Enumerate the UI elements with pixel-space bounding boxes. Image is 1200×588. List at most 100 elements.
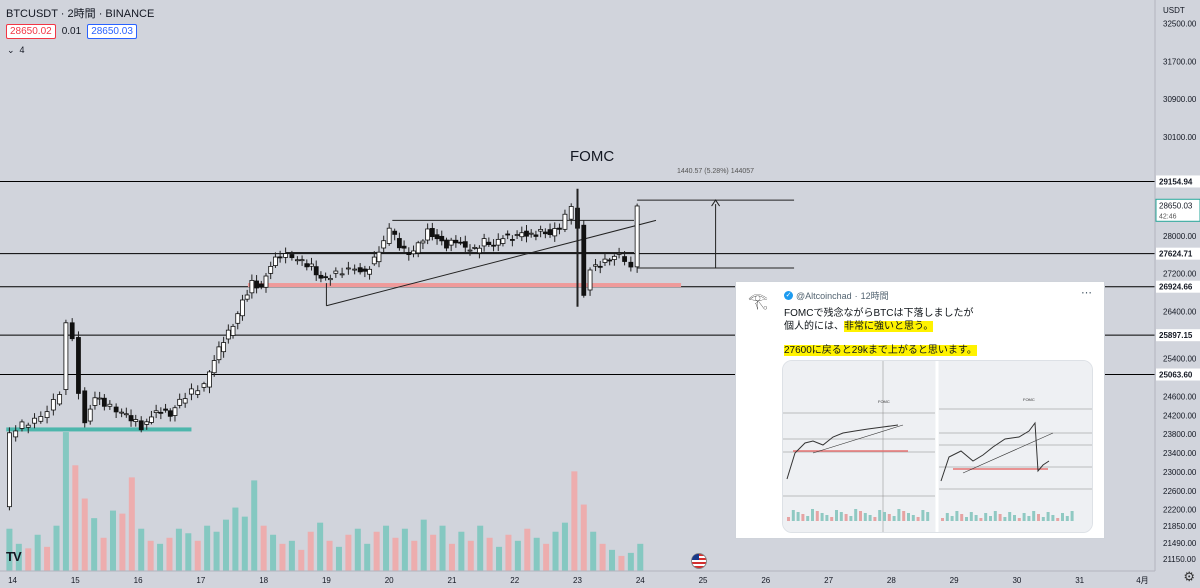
candle-body-24-0 (225, 329, 231, 340)
thumb-right-vol-25 (1061, 513, 1064, 521)
tweet-handle[interactable]: @Altcoinchad (796, 290, 852, 301)
candle-body-9-0 (82, 390, 88, 424)
more-options-icon[interactable]: ⋯ (1081, 287, 1092, 299)
candle-body-52-0 (495, 238, 501, 246)
volume-bar-7 (72, 465, 79, 571)
candle-body-58-1 (557, 227, 562, 230)
thumb-right-vol-22 (1046, 512, 1050, 521)
spread-value: 0.01 (61, 26, 82, 37)
buy-price-button[interactable]: 28650.03 (87, 24, 137, 39)
volume-bar-49 (467, 540, 474, 571)
thumb-right-vol-0 (941, 518, 944, 521)
thumb-left-vol-20 (883, 512, 886, 521)
candle-body-28-0 (263, 275, 269, 288)
volume-bar-23 (222, 519, 229, 571)
candle-body-5-0 (50, 399, 56, 411)
x-tick-label-2: 16 (134, 576, 143, 585)
volume-bar-31 (298, 549, 305, 571)
volume-bar-43 (411, 540, 418, 571)
candle-body-14-1 (133, 419, 139, 422)
thumb-left-vol-23 (897, 509, 901, 521)
thumb-left-vol-19 (878, 510, 882, 521)
y-tick-label-7: 23800.00 (1163, 430, 1197, 439)
sell-price-button[interactable]: 28650.02 (6, 24, 56, 39)
eye-of-horus-icon[interactable]: 𓂀 (748, 293, 768, 310)
x-tick-label-10: 24 (636, 576, 645, 585)
candle-body-50-0 (477, 247, 482, 254)
volume-bar-42 (401, 528, 408, 571)
candle-body-7-0 (69, 322, 75, 340)
candle-body-60-0 (568, 206, 574, 220)
thumb-left-vol-1 (791, 510, 795, 521)
axis-currency-label: USDT (1163, 6, 1185, 15)
volume-bar-18 (175, 528, 182, 571)
tweet-highlight-2: 27600に戻ると29kまで上がると思います。 (784, 345, 977, 356)
candle-body-67-0 (622, 256, 627, 262)
tweet-chart-image[interactable]: FOMC FOMC (782, 360, 1093, 533)
y-tick-label-16: 31700.00 (1163, 57, 1197, 66)
tweet-separator: · (854, 290, 858, 301)
symbol-title[interactable]: BTCUSDT · 2時間 · BINANCE (6, 8, 155, 20)
gear-icon[interactable]: ⚙ (1183, 569, 1195, 584)
candle-body-6-0 (63, 322, 69, 390)
last-price-box (1155, 198, 1200, 222)
candle-body-40-0 (386, 227, 392, 244)
candle-body-16-0 (144, 421, 150, 425)
candle-body-38-0 (367, 268, 372, 275)
support-zone-0 (6, 427, 192, 432)
thumb-left-vol-22 (892, 516, 896, 521)
thumb-right-vol-4 (960, 514, 964, 521)
level-price-label-4: 25063.60 (1159, 371, 1193, 380)
candle-body-35-1 (339, 273, 345, 276)
candle-body-22-0 (207, 371, 212, 388)
candle-body-26-1 (249, 280, 255, 294)
volume-bar-17 (166, 537, 173, 571)
candle-body-56-0 (533, 234, 539, 237)
candle-body-44-0 (420, 240, 426, 244)
volume-bar-19 (185, 533, 192, 571)
x-tick-label-14: 28 (887, 576, 896, 585)
x-tick-label-1: 15 (71, 576, 80, 585)
candle-body-23-0 (216, 346, 222, 361)
countdown-label: 42:46 (1159, 213, 1177, 220)
us-flag-icon[interactable] (691, 553, 707, 569)
tradingview-logo-icon[interactable]: TV (6, 549, 22, 564)
candle-body-20-1 (189, 388, 194, 395)
volume-bar-45 (430, 534, 437, 571)
thumb-right-vol-8 (979, 518, 983, 521)
thumb-left-vol-24 (902, 511, 906, 521)
candle-body-57-1 (547, 229, 553, 235)
thumb-right-vol-23 (1051, 515, 1055, 521)
tweet-highlight-1: 非常に強いと思う。 (844, 321, 934, 332)
candle-body-49-1 (472, 247, 478, 249)
measure-arrow-head (711, 199, 721, 207)
candle-body-64-1 (597, 265, 603, 268)
tweet-line-3: 27600に戻ると29kまで上がると思います。 (784, 341, 977, 356)
volume-bar-10 (100, 537, 107, 571)
candle-body-45-0 (429, 228, 435, 238)
volume-bar-41 (392, 537, 399, 571)
thumb-left-vol-4 (806, 516, 810, 521)
tweet-card[interactable]: 𓂀 ✓ @Altcoinchad · 12時間 ⋯ FOMCで残念ながらBTCは… (735, 281, 1105, 539)
thumb-right-vol-7 (974, 515, 978, 521)
thumb-right-vol-3 (955, 511, 959, 521)
candle-body-65-1 (607, 259, 613, 262)
candle-body-12-0 (107, 403, 113, 407)
thumb-left-vol-29 (926, 512, 930, 521)
candle-body-69-0 (634, 205, 640, 268)
candle-body-21-0 (195, 390, 201, 395)
x-tick-label-15: 29 (950, 576, 959, 585)
volume-bar-54 (514, 540, 521, 571)
thumb-right-vol-26 (1065, 516, 1069, 521)
candle-body-18-1 (167, 410, 173, 417)
volume-bar-50 (477, 525, 484, 571)
price-axis-panel (1155, 0, 1200, 588)
candle-body-48-1 (462, 241, 468, 248)
thumb-left-vol-17 (868, 515, 872, 521)
x-tick-label-9: 23 (573, 576, 582, 585)
indicator-toggle[interactable]: ⌄ 4 (7, 45, 25, 56)
candle-body-34-0 (323, 276, 329, 279)
volume-bar-40 (383, 525, 390, 571)
